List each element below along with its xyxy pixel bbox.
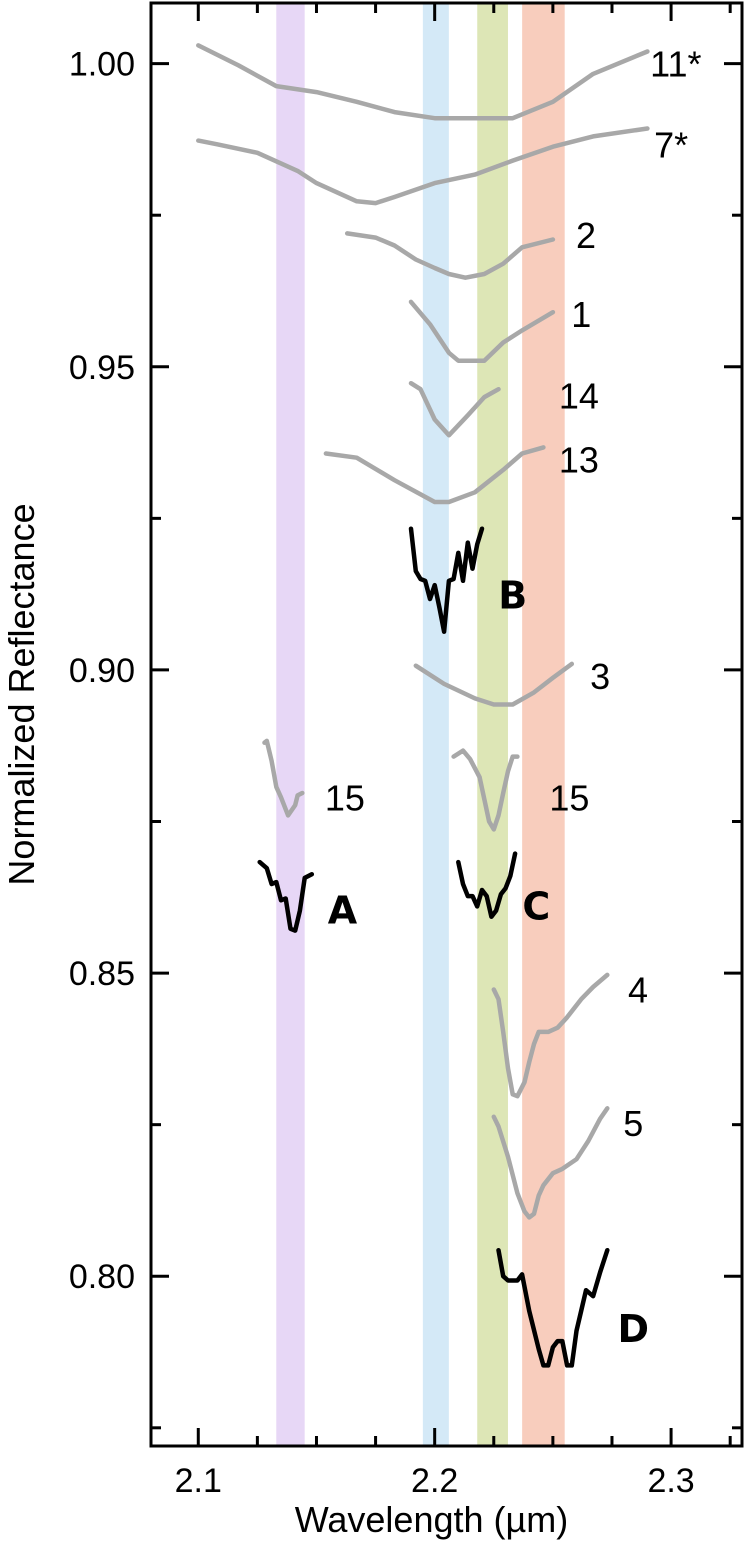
curve-d-14 [496,1247,610,1368]
curve-label-d: D [617,1307,649,1351]
curve-label-15: 15 [325,777,365,818]
curve-11star-0 [196,43,650,121]
curve-15-8 [262,738,305,818]
curve-label-2: 2 [576,215,596,256]
curve-2-2 [344,231,556,280]
curve-15-9 [451,748,520,832]
x-tick-label: 2.3 [647,1462,694,1500]
curve-b-6 [408,526,485,634]
curve-14-4 [408,380,501,438]
curve-7star-1 [196,126,650,206]
y-tick-label: 0.95 [69,349,135,387]
plot-frame [149,1,744,1448]
curve-label-a: A [328,889,358,933]
curve-label-13: 13 [559,440,599,481]
curve-label-7star: 7* [654,124,688,165]
y-tick-label: 0.90 [69,652,135,690]
curve-label-b: B [498,573,527,617]
curve-label-1: 1 [571,294,591,335]
axis-ticks: 0.80 0.85 0.90 0.95 1.00 2.1 2.2 2.3 [69,3,742,1500]
band-1 [276,3,305,1446]
curve-label-11star: 11* [650,44,701,85]
x-tick-label: 2.2 [411,1462,458,1500]
x-tick-label: 2.1 [175,1462,222,1500]
curve-label-5: 5 [623,1103,643,1144]
curve-label-4: 4 [628,969,648,1010]
curve-c-11 [456,851,518,919]
curve-label-c: C [522,884,550,928]
y-tick-label: 0.85 [69,955,135,993]
curve-label-3: 3 [590,656,610,697]
plot-border [149,1,744,1448]
band-4 [522,3,565,1446]
band-3 [477,3,508,1446]
curve-label-15: 15 [549,777,589,818]
curve-label-14: 14 [559,375,599,416]
curve-a-10 [257,859,315,933]
band-2 [422,3,449,1446]
curve-4-12 [491,972,610,1099]
wavelength-bands [276,3,565,1446]
curve-3-7 [413,661,575,707]
curve-13-5 [323,445,546,505]
x-axis-label: Wavelength (µm) [295,1499,568,1540]
spectral-curves [196,43,650,1368]
curve-1-3 [408,299,556,363]
y-tick-label: 0.80 [69,1258,135,1296]
y-axis-label: Normalized Reflectance [1,503,42,885]
curve-5-13 [491,1106,610,1220]
y-tick-label: 1.00 [69,46,135,84]
curve-labels: 11* 7* 2 1 14 13 B 3 15 15 A C 4 5 D [325,44,702,1351]
